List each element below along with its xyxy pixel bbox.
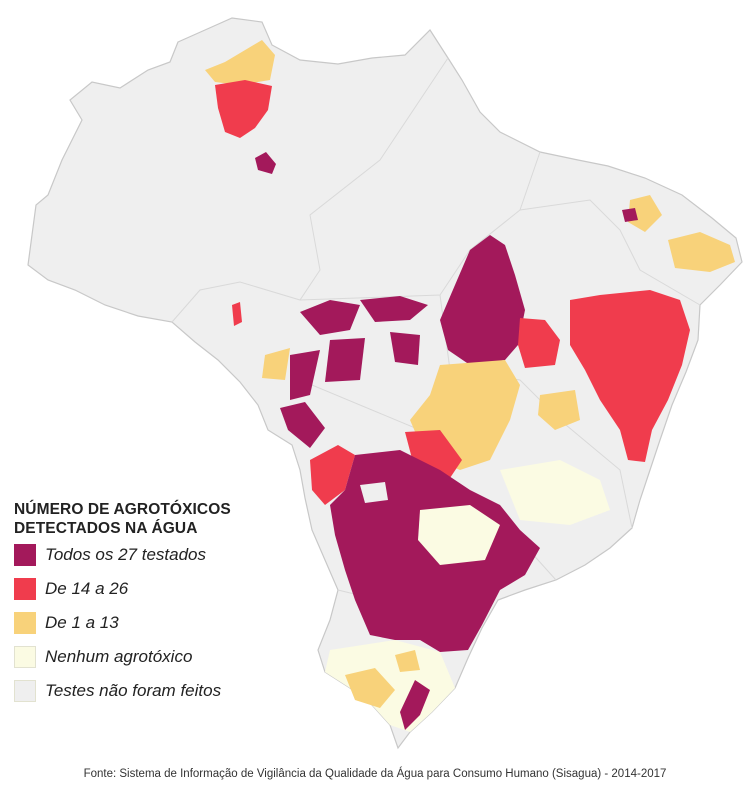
legend-label: Todos os 27 testados [45,545,206,564]
legend-swatch [14,544,36,566]
region-acre-red [232,302,242,326]
brazil-municipality-map [27,17,743,750]
region-ne-yellow [668,232,735,272]
region-para-purple [440,235,525,365]
region-mt-purple-3 [290,350,320,400]
region-roraima-north [205,40,275,85]
legend-label: Testes não foram feitos [45,681,222,700]
legend-item-none: Nenhum agrotóxico [14,640,294,674]
region-mt-purple-1 [300,300,360,335]
region-rs-yellow [345,668,395,708]
brazil-outline [27,17,743,750]
legend-swatch [14,612,36,634]
map-legend: NÚMERO DE AGROTÓXICOS DETECTADOS NA ÁGUA… [14,500,294,708]
region-ms-white [360,482,388,503]
region-ne-yellow-2 [628,195,662,232]
region-ne-purple [622,208,638,222]
legend-title-line-1: NÚMERO DE AGROTÓXICOS [14,501,231,518]
legend-item-all-27: Todos os 27 testados [14,538,294,572]
region-ms-red [310,445,355,505]
legend-label: De 14 a 26 [45,579,129,598]
region-ne-red [570,290,690,462]
region-rs-purple [400,680,430,730]
region-para-red [518,318,560,368]
legend-title-line-2: DETECTADOS NA ÁGUA [14,520,198,537]
legend-swatch [14,680,36,702]
source-caption: Fonte: Sistema de Informação de Vigilânc… [83,768,667,780]
region-mt-purple-5 [390,332,420,365]
legend-swatch [14,646,36,668]
region-roraima-red [215,80,272,138]
region-mg-cream [500,460,610,525]
legend-item-not-tested: Testes não foram feitos [14,674,294,708]
legend-label: Nenhum agrotóxico [45,647,193,666]
legend-label: De 1 a 13 [45,613,119,632]
region-roraima-purple [255,152,276,174]
legend-item-1-13: De 1 a 13 [14,606,294,640]
region-rs-yellow-2 [395,650,420,672]
region-ba-yellow [538,390,580,430]
legend-item-14-26: De 14 a 26 [14,572,294,606]
region-mt-purple-4 [325,338,365,382]
region-mt-purple-6 [280,402,325,448]
legend-swatch [14,578,36,600]
region-sp-cream [418,505,500,565]
region-mt-purple-2 [360,296,428,322]
region-ro-yellow [262,348,290,380]
